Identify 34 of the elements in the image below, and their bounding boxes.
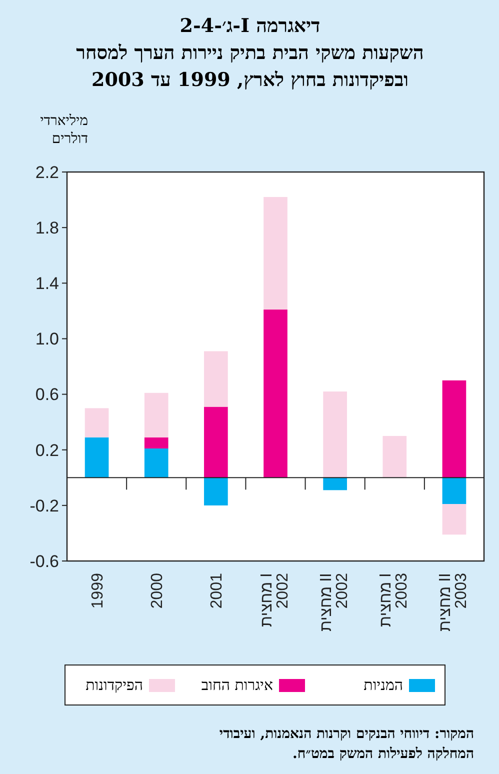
y-tick-label: 1.0 [35,330,59,349]
x-tick-label: 2000 [148,572,166,609]
x-tick-label: 1999 [89,572,106,609]
y-tick-label: 1.8 [35,218,59,238]
bar [204,406,228,478]
y-axis-title: מיליארדי דולרים [40,113,88,147]
bar [144,392,168,438]
legend-label: הפיקדונות [86,676,143,694]
bar [204,478,228,506]
bar [264,310,288,478]
bar [144,437,168,448]
bar [84,437,109,478]
y-tick-label: 1.4 [35,274,59,294]
bar [442,478,466,504]
y-tick-label: -0.6 [30,552,59,571]
bar [204,351,228,407]
y-tick-label: 2.2 [35,162,59,182]
y-tick-label: 0.2 [35,440,59,460]
bar [323,478,347,490]
bar [382,436,407,478]
legend-label: איגרות החוב [201,676,273,694]
bar [144,448,168,478]
x-tick-label: 2001 [208,572,226,609]
bar [442,380,466,478]
y-tick-label: 0.6 [35,385,59,404]
legend-label: המניות [364,676,403,694]
y-tick-label: -0.2 [30,496,59,516]
bar [323,392,347,478]
chart-title: דיאגרמה I-ג׳-2-4 [180,15,320,37]
chart-subtitle: השקעות משקי הבית בתיק ניירות הערך למסחר ובפיקדונות בחוץ לארץ, 1999 עד 2003 [76,42,424,91]
text: המקור: דיווחי הבנקים וקרנות הנאמנות, ועיבודי המחלקה לפעילות המשק במט״ח. [219,726,474,762]
bar [442,504,466,535]
bar [84,408,109,438]
bar [264,197,288,310]
